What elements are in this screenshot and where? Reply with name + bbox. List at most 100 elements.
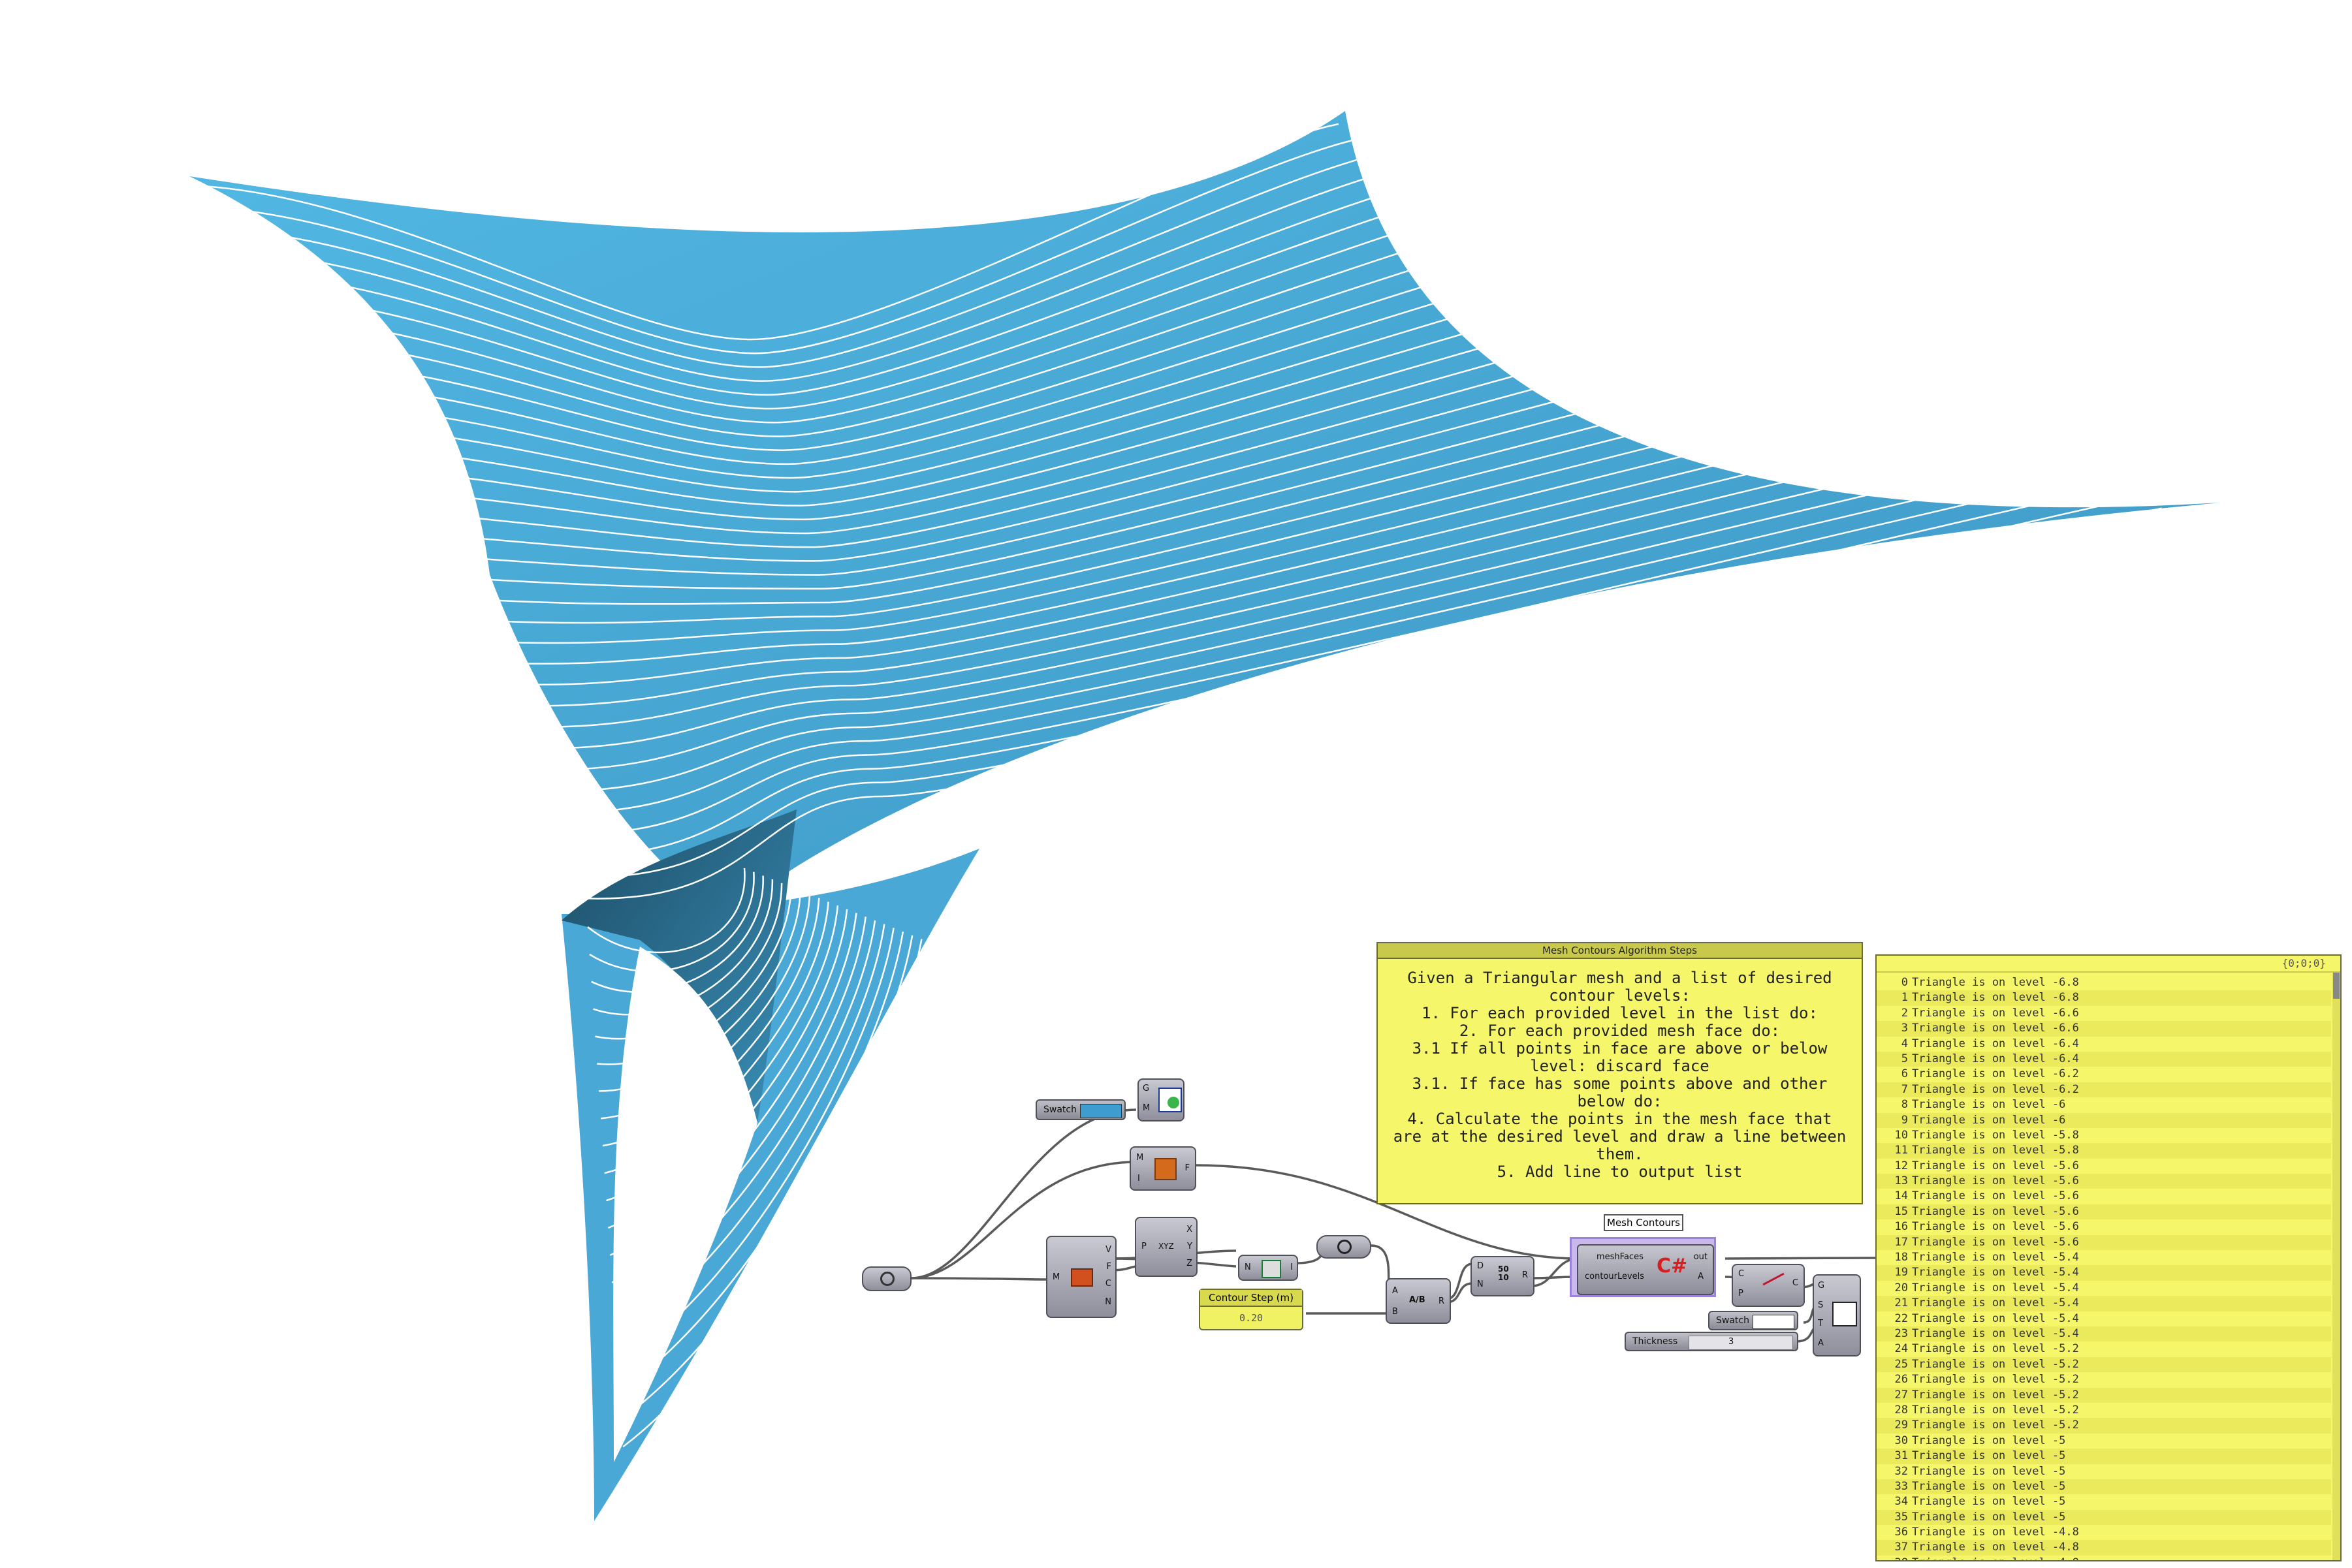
contour-line	[424, 379, 1854, 624]
contour-line-lower	[624, 943, 932, 1475]
output-row: 27 Triangle is on level -5.2	[1877, 1387, 2331, 1403]
port-x: X	[1186, 1225, 1192, 1234]
output-row: 18 Triangle is on level -5.4	[1877, 1250, 2331, 1265]
swatch-color	[1080, 1104, 1122, 1118]
preview-component[interactable]: G M	[1137, 1078, 1184, 1121]
mesh-contours-component[interactable]: meshFaces contourLevels out A C#	[1570, 1237, 1716, 1297]
output-row: 24 Triangle is on level -5.2	[1877, 1341, 2331, 1356]
contour-line-lower	[611, 917, 866, 1283]
contour-line	[302, 244, 1570, 465]
output-row-text: Triangle is on level -6	[1912, 1113, 2066, 1127]
contour-line	[402, 356, 1802, 590]
port-m: M	[1053, 1272, 1060, 1282]
output-row: 30 Triangle is on level -5	[1877, 1434, 2331, 1449]
contour-line-lower	[617, 928, 895, 1366]
output-row-index: 2	[1901, 1006, 1908, 1020]
port-b: B	[1392, 1307, 1398, 1317]
output-row: 37 Triangle is on level -4.8	[1877, 1540, 2331, 1556]
output-row-text: Triangle is on level -5.2	[1912, 1373, 2079, 1387]
mesh-face-component[interactable]: M I F	[1130, 1146, 1196, 1191]
contour-line-lower	[615, 924, 885, 1338]
output-row: 6 Triangle is on level -6.2	[1877, 1067, 2331, 1082]
thickness-slider[interactable]: Thickness 3	[1625, 1332, 1798, 1351]
swatch-bottom[interactable]: Swatch	[1708, 1311, 1798, 1330]
output-row-text: Triangle is on level -5.6	[1912, 1189, 2079, 1203]
output-row-text: Triangle is on level -5.6	[1912, 1235, 2079, 1249]
contour-line-lower	[587, 868, 746, 954]
output-row: 8 Triangle is on level -6	[1877, 1097, 2331, 1112]
output-row-index: 33	[1894, 1479, 1908, 1493]
output-scrollbar[interactable]	[2332, 973, 2340, 1560]
contour-line	[567, 518, 2188, 900]
contour-line-lower	[606, 905, 839, 1202]
contour-line	[235, 164, 1416, 382]
output-row-index: 31	[1894, 1449, 1908, 1463]
divide-component[interactable]: A B R A/B	[1386, 1278, 1451, 1324]
output-row-text: Triangle is on level -5.8	[1912, 1128, 2079, 1142]
algorithm-note-panel[interactable]: Mesh Contours Algorithm Steps Given a Tr…	[1376, 942, 1863, 1204]
contour-line-lower	[599, 890, 801, 1092]
contour-line	[291, 231, 1545, 451]
range-icon: 50 10	[1498, 1264, 1509, 1282]
output-row-index: 37	[1894, 1541, 1908, 1554]
thickness-track[interactable]: 3	[1689, 1336, 1793, 1350]
output-row-text: Triangle is on level -5.4	[1912, 1326, 2079, 1340]
membrane-funnel	[562, 809, 797, 1123]
output-row-text: Triangle is on level -4.8	[1912, 1541, 2079, 1554]
output-row-text: Triangle is on level -5.2	[1912, 1342, 2079, 1356]
output-panel[interactable]: {0;0;0} 0 Triangle is on level -6.8 1 Trian…	[1875, 954, 2342, 1561]
output-row-index: 20	[1894, 1281, 1908, 1294]
contour-line	[435, 390, 1879, 644]
contour-line-lower	[595, 883, 783, 1040]
output-row-text: Triangle is on level -5.6	[1912, 1220, 2079, 1234]
contour-line	[202, 123, 1339, 341]
mesh-contours-tag: Mesh Contours	[1604, 1214, 1683, 1231]
output-row: 31 Triangle is on level -5	[1877, 1449, 2331, 1464]
port-n: N	[1245, 1262, 1251, 1272]
output-row: 13 Triangle is on level -5.6	[1877, 1174, 2331, 1189]
port-out: out	[1693, 1252, 1708, 1262]
contour-step-slider[interactable]: Contour Step (m) 0.20	[1199, 1289, 1303, 1330]
output-row-text: Triangle is on level -6	[1912, 1098, 2066, 1112]
contour-line	[468, 424, 1956, 707]
custom-preview-icon	[1832, 1302, 1857, 1326]
xyz-icon: XYZ	[1158, 1242, 1174, 1251]
output-row: 16 Triangle is on level -5.6	[1877, 1219, 2331, 1234]
output-path: {0;0;0}	[2281, 957, 2326, 969]
output-row: 29 Triangle is on level -5.2	[1877, 1418, 2331, 1434]
port-y: Y	[1187, 1242, 1192, 1251]
output-row-text: Triangle is on level -5.4	[1912, 1266, 2079, 1279]
bounds-component[interactable]: N I	[1238, 1255, 1298, 1281]
contour-step-value[interactable]: 0.20	[1239, 1312, 1263, 1324]
contour-line	[368, 320, 1725, 548]
contour-line-lower	[626, 946, 942, 1502]
deconstruct-point-component[interactable]: P X Y Z XYZ	[1135, 1217, 1198, 1277]
custom-preview-component[interactable]: G S T A	[1813, 1274, 1861, 1356]
contour-line-lower	[589, 871, 755, 972]
note-panel-body: Given a Triangular mesh and a list of de…	[1393, 969, 1847, 1181]
range-component[interactable]: D N R 50 10	[1470, 1256, 1534, 1296]
contour-line-lower	[607, 909, 848, 1229]
output-row: 20 Triangle is on level -5.4	[1877, 1281, 2331, 1296]
output-row-index: 15	[1894, 1204, 1908, 1218]
port-i: I	[1137, 1174, 1140, 1184]
port-f: F	[1184, 1163, 1190, 1173]
output-row-index: 25	[1894, 1357, 1908, 1371]
contour-line	[246, 178, 1442, 396]
curve-display-component[interactable]: C P C	[1732, 1264, 1805, 1307]
output-row: 12 Triangle is on level -5.6	[1877, 1159, 2331, 1174]
output-row: 4 Triangle is on level -6.4	[1877, 1037, 2331, 1052]
mesh-param-component[interactable]	[862, 1266, 912, 1291]
contour-line	[213, 136, 1365, 354]
bounds-icon	[1262, 1260, 1281, 1278]
output-row-index: 5	[1901, 1052, 1908, 1065]
contour-line	[313, 257, 1597, 479]
output-row-text: Triangle is on level -6.2	[1912, 1067, 2079, 1081]
domain-component[interactable]	[1316, 1235, 1371, 1259]
port-r: R	[1521, 1270, 1528, 1280]
deconstruct-mesh-component[interactable]: M V F C N	[1046, 1236, 1117, 1318]
swatch-top[interactable]: Swatch	[1036, 1099, 1126, 1120]
output-row-index: 12	[1894, 1159, 1908, 1172]
output-row-index: 34	[1894, 1495, 1908, 1509]
